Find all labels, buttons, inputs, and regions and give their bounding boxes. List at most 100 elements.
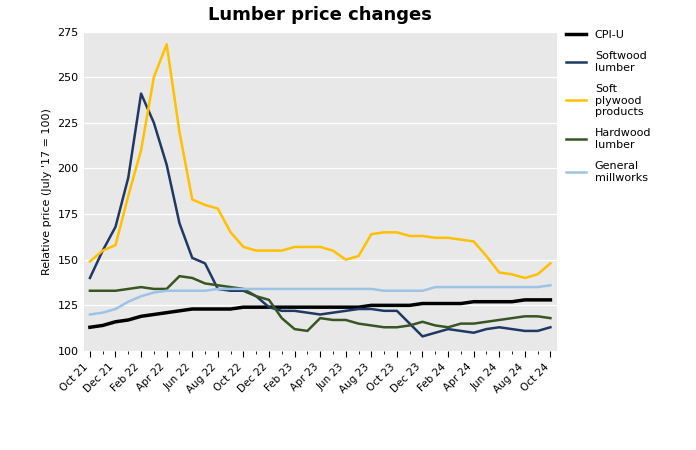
CPI-U bbox=[393, 303, 401, 308]
General
millworks bbox=[226, 286, 235, 292]
CPI-U bbox=[470, 299, 478, 304]
General
millworks bbox=[137, 293, 145, 299]
CPI-U bbox=[264, 305, 273, 310]
Softwood
lumber bbox=[508, 326, 516, 332]
Softwood
lumber bbox=[201, 261, 209, 266]
Softwood
lumber bbox=[162, 162, 171, 167]
Soft
plywood
products bbox=[431, 235, 439, 240]
Softwood
lumber bbox=[406, 321, 414, 326]
Soft
plywood
products bbox=[201, 202, 209, 207]
Softwood
lumber bbox=[470, 330, 478, 335]
General
millworks bbox=[444, 284, 452, 290]
Legend: CPI-U, Softwood
lumber, Soft
plywood
products, Hardwood
lumber, General
millwork: CPI-U, Softwood lumber, Soft plywood pro… bbox=[562, 25, 656, 187]
Softwood
lumber bbox=[329, 310, 337, 315]
Softwood
lumber bbox=[278, 308, 286, 314]
Softwood
lumber bbox=[457, 328, 465, 333]
CPI-U bbox=[252, 305, 260, 310]
Hardwood
lumber bbox=[175, 274, 184, 279]
Hardwood
lumber bbox=[99, 288, 107, 293]
Softwood
lumber bbox=[354, 306, 363, 312]
Soft
plywood
products bbox=[214, 206, 222, 211]
General
millworks bbox=[111, 306, 120, 312]
Soft
plywood
products bbox=[533, 272, 541, 277]
Line: Soft
plywood
products: Soft plywood products bbox=[90, 44, 551, 278]
Hardwood
lumber bbox=[444, 324, 452, 330]
General
millworks bbox=[150, 290, 158, 295]
CPI-U bbox=[431, 301, 439, 306]
CPI-U bbox=[175, 308, 184, 314]
CPI-U bbox=[162, 310, 171, 315]
Hardwood
lumber bbox=[431, 323, 439, 328]
Hardwood
lumber bbox=[380, 324, 388, 330]
Softwood
lumber bbox=[495, 324, 503, 330]
General
millworks bbox=[86, 312, 94, 317]
Hardwood
lumber bbox=[303, 328, 312, 333]
CPI-U bbox=[303, 305, 312, 310]
Softwood
lumber bbox=[444, 326, 452, 332]
Soft
plywood
products bbox=[264, 248, 273, 253]
Hardwood
lumber bbox=[124, 286, 132, 292]
CPI-U bbox=[521, 297, 529, 302]
Softwood
lumber bbox=[264, 305, 273, 310]
CPI-U bbox=[239, 305, 248, 310]
Line: General
millworks: General millworks bbox=[90, 285, 551, 315]
Soft
plywood
products bbox=[354, 253, 363, 259]
CPI-U bbox=[188, 306, 196, 312]
General
millworks bbox=[457, 284, 465, 290]
General
millworks bbox=[354, 286, 363, 292]
Soft
plywood
products bbox=[457, 237, 465, 243]
General
millworks bbox=[303, 286, 312, 292]
Hardwood
lumber bbox=[508, 315, 516, 321]
Hardwood
lumber bbox=[278, 315, 286, 321]
Soft
plywood
products bbox=[495, 270, 503, 275]
Softwood
lumber bbox=[150, 120, 158, 126]
Hardwood
lumber bbox=[393, 324, 401, 330]
CPI-U bbox=[495, 299, 503, 304]
Title: Lumber price changes: Lumber price changes bbox=[208, 6, 432, 24]
Hardwood
lumber bbox=[86, 288, 94, 293]
Softwood
lumber bbox=[316, 312, 324, 317]
Soft
plywood
products bbox=[393, 230, 401, 235]
Softwood
lumber bbox=[290, 308, 299, 314]
General
millworks bbox=[278, 286, 286, 292]
General
millworks bbox=[290, 286, 299, 292]
Softwood
lumber bbox=[137, 91, 145, 96]
Hardwood
lumber bbox=[264, 297, 273, 302]
Softwood
lumber bbox=[303, 310, 312, 315]
General
millworks bbox=[264, 286, 273, 292]
Soft
plywood
products bbox=[367, 231, 376, 237]
Hardwood
lumber bbox=[367, 323, 376, 328]
Soft
plywood
products bbox=[252, 248, 260, 253]
CPI-U bbox=[342, 305, 350, 310]
General
millworks bbox=[201, 288, 209, 293]
Softwood
lumber bbox=[175, 220, 184, 226]
Hardwood
lumber bbox=[470, 321, 478, 326]
Hardwood
lumber bbox=[418, 319, 427, 324]
Hardwood
lumber bbox=[354, 321, 363, 326]
Hardwood
lumber bbox=[188, 275, 196, 281]
General
millworks bbox=[367, 286, 376, 292]
CPI-U bbox=[150, 312, 158, 317]
General
millworks bbox=[393, 288, 401, 293]
General
millworks bbox=[175, 288, 184, 293]
General
millworks bbox=[482, 284, 491, 290]
General
millworks bbox=[329, 286, 337, 292]
CPI-U bbox=[278, 305, 286, 310]
Soft
plywood
products bbox=[278, 248, 286, 253]
General
millworks bbox=[508, 284, 516, 290]
Hardwood
lumber bbox=[226, 284, 235, 290]
General
millworks bbox=[252, 286, 260, 292]
CPI-U bbox=[406, 303, 414, 308]
Hardwood
lumber bbox=[150, 286, 158, 292]
Soft
plywood
products bbox=[418, 233, 427, 238]
Line: Softwood
lumber: Softwood lumber bbox=[90, 94, 551, 337]
General
millworks bbox=[495, 284, 503, 290]
General
millworks bbox=[99, 310, 107, 315]
Softwood
lumber bbox=[252, 293, 260, 299]
Soft
plywood
products bbox=[406, 233, 414, 238]
Hardwood
lumber bbox=[495, 317, 503, 323]
Hardwood
lumber bbox=[546, 315, 555, 321]
Softwood
lumber bbox=[380, 308, 388, 314]
Hardwood
lumber bbox=[290, 326, 299, 332]
CPI-U bbox=[546, 297, 555, 302]
